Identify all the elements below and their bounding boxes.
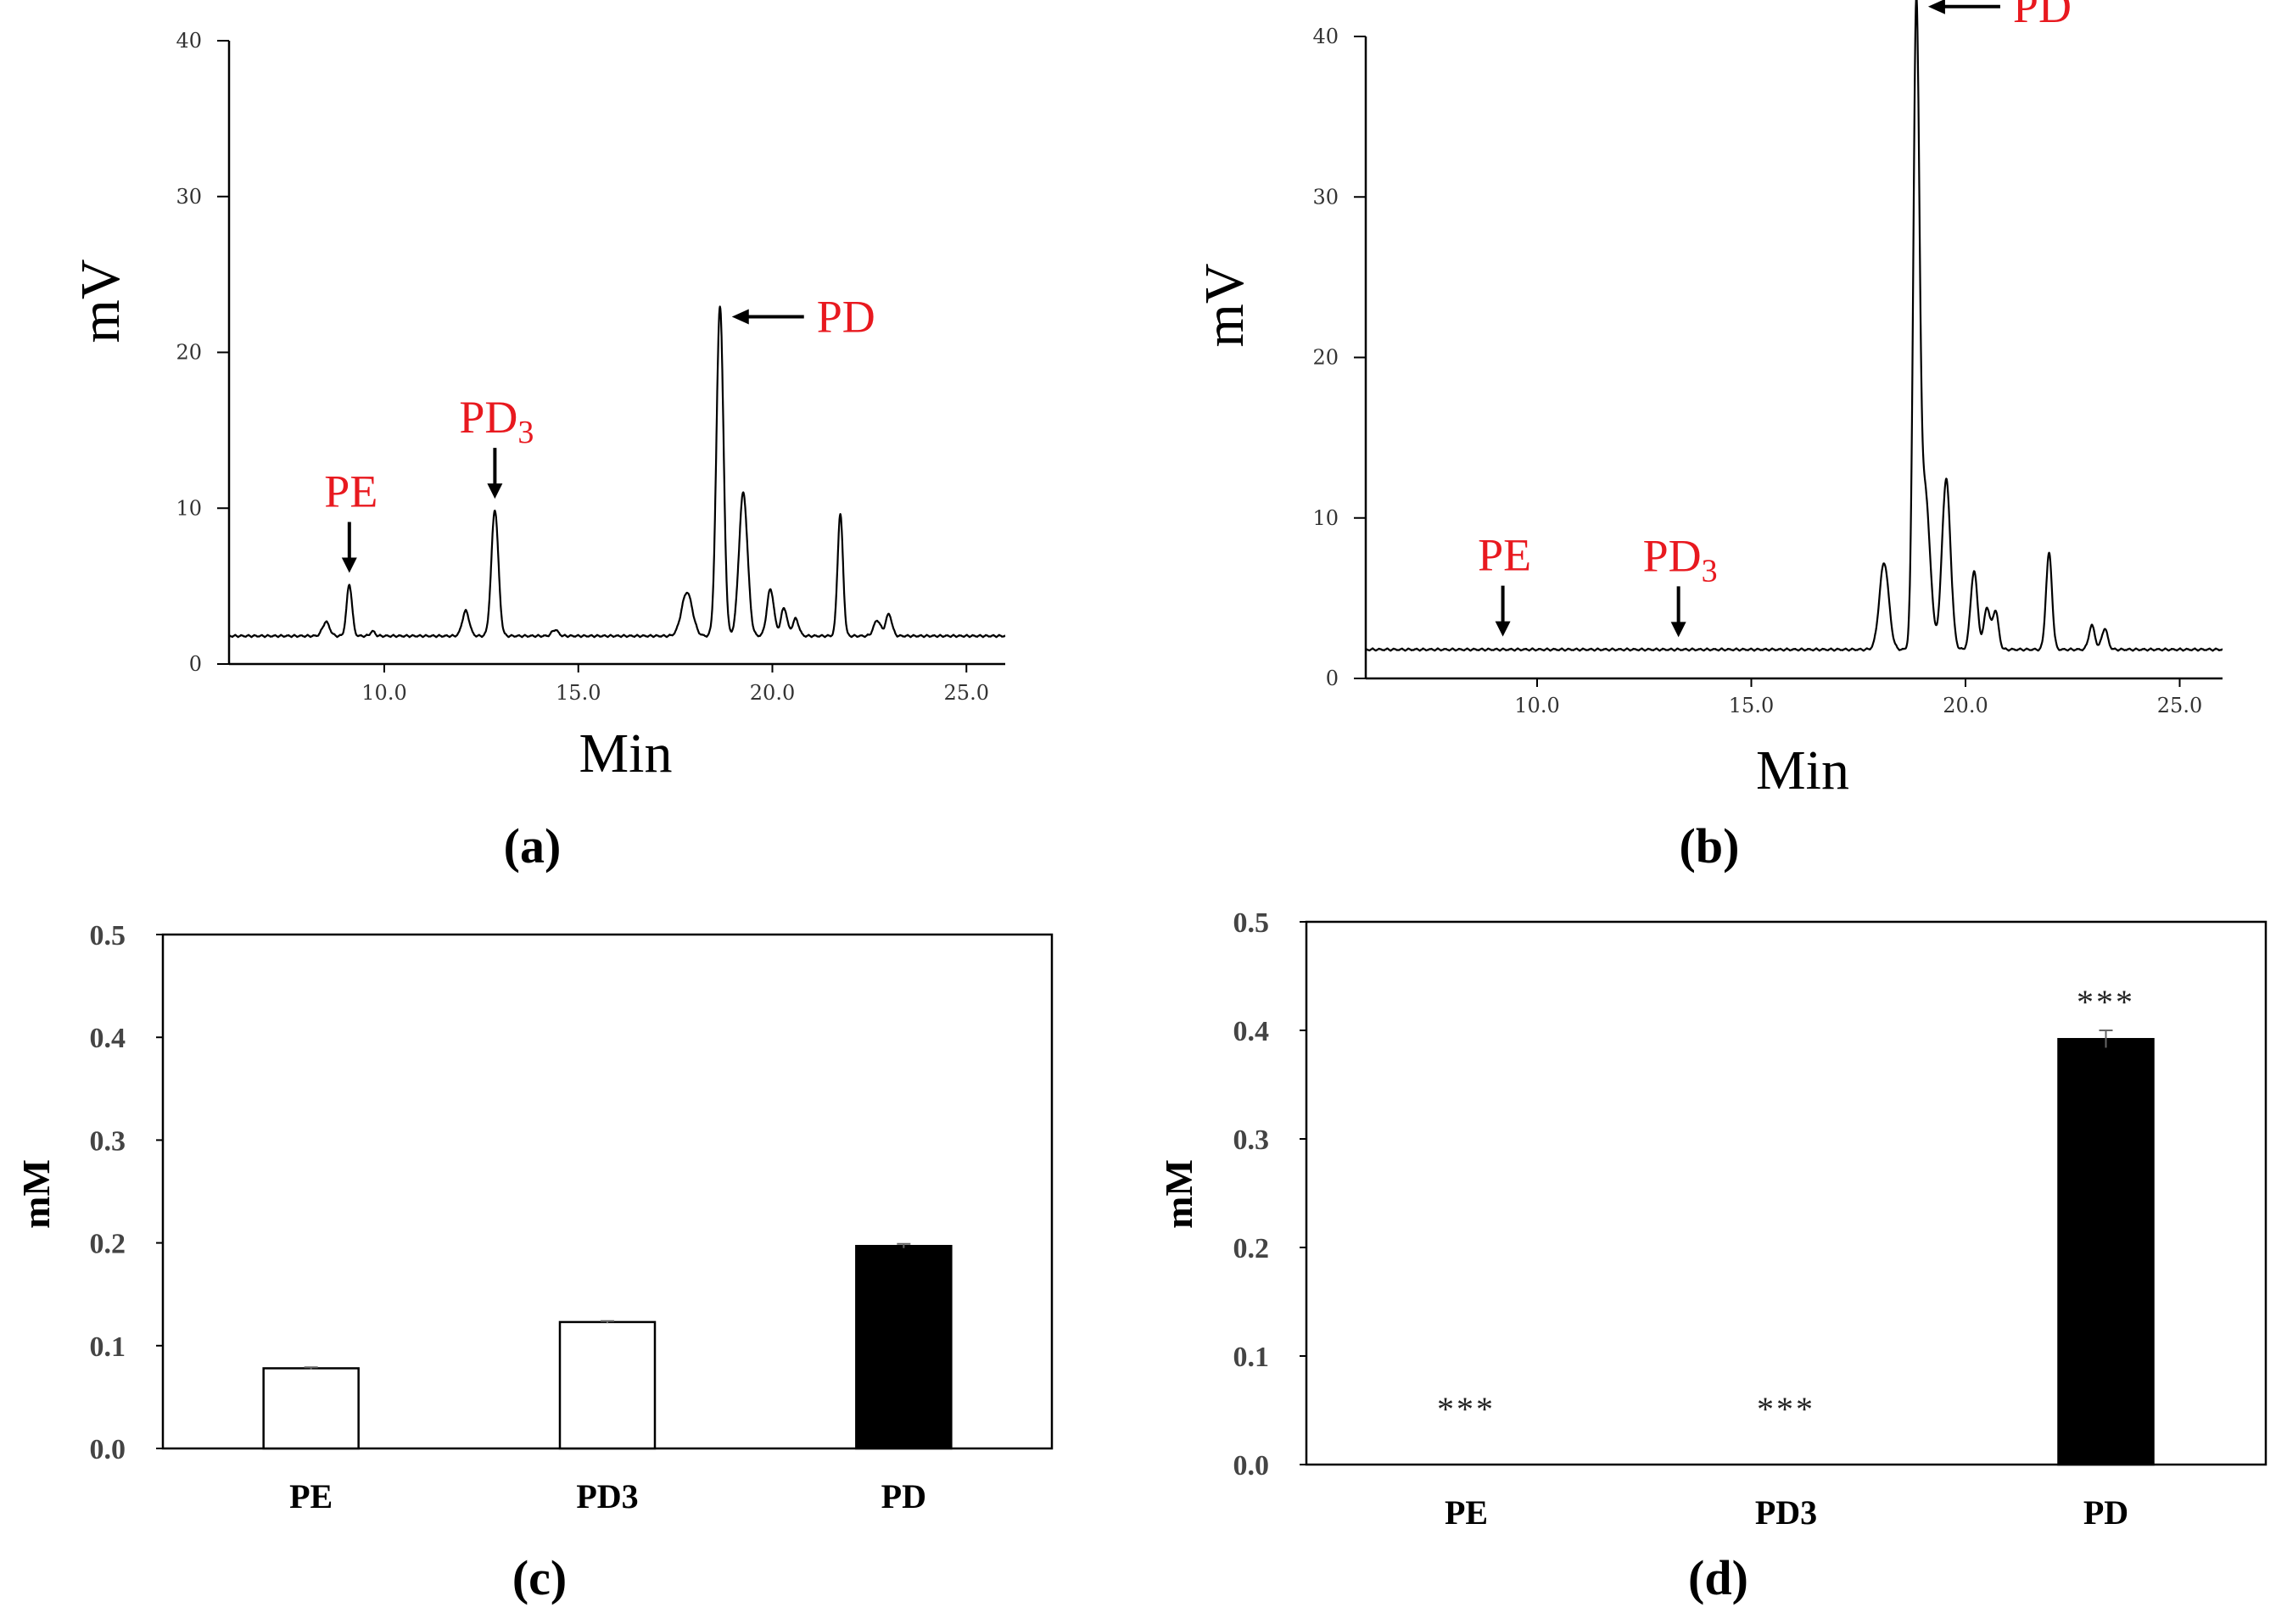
category-label-pd3: PD3 (1755, 1493, 1817, 1532)
panel-label: (d) (1688, 1550, 1748, 1605)
y-axis-title: mV (70, 260, 131, 343)
panel-label: (b) (1680, 818, 1740, 873)
y-tick-label: 0.3 (1233, 1125, 1270, 1156)
annotation-arrow-head (487, 483, 503, 499)
y-tick-label: 40 (176, 29, 202, 53)
y-tick-label: 0.0 (1233, 1450, 1270, 1482)
y-tick-label: 0 (1326, 667, 1339, 690)
x-axis-title: Min (579, 723, 672, 784)
y-tick-label: 0.3 (90, 1125, 126, 1157)
y-tick-label: 0.2 (1233, 1233, 1270, 1264)
x-tick-label: 10.0 (361, 681, 406, 705)
peak-label-pd: PD (817, 291, 875, 342)
bar-pd (855, 1244, 953, 1450)
x-tick-label: 25.0 (2157, 694, 2202, 717)
peak-label-subscript: 3 (517, 415, 534, 450)
y-tick-label: 0.1 (1233, 1342, 1270, 1373)
bar-pe (262, 1367, 360, 1450)
x-tick-label: 20.0 (1943, 694, 1988, 717)
chart-panel-b: 0 10 20 30 40 10.0 15.0 20.0 25.0 mV Min PE PD3 PD (b) (1194, 0, 2223, 873)
annotation-arrow-head (1495, 621, 1511, 637)
peak-label-pd: PD (2013, 0, 2072, 32)
significance-label: *** (1437, 1390, 1496, 1428)
y-axis-title: mV (1194, 264, 1255, 348)
peak-label-pd3: PD3 (1643, 530, 1718, 589)
y-tick-label: 40 (1312, 25, 1339, 48)
peak-label-pe: PE (1478, 530, 1531, 581)
annotation-arrow-head (1927, 0, 1945, 14)
bar-pd (2057, 1037, 2155, 1466)
y-tick-label: 0.0 (90, 1434, 126, 1465)
annotation-arrow-head (731, 309, 749, 325)
x-tick-label: 15.0 (556, 681, 601, 705)
x-tick-label: 25.0 (944, 681, 989, 705)
category-label-pd: PD (2083, 1493, 2128, 1532)
y-tick-label: 30 (1312, 185, 1339, 209)
y-tick-label: 0.5 (90, 920, 126, 952)
x-tick-label: 20.0 (750, 681, 795, 705)
y-tick-label: 0.4 (1233, 1016, 1270, 1047)
category-label-pd: PD (881, 1477, 926, 1515)
bar-pd3 (558, 1320, 657, 1450)
y-axis-title: mM (14, 1159, 58, 1229)
y-tick-label: 30 (176, 185, 202, 209)
annotation-arrow-head (341, 557, 357, 573)
x-tick-label: 10.0 (1514, 694, 1559, 717)
chart-panel-d: 0.0 0.1 0.2 0.3 0.4 0.5 mM *** PE *** PD3 *** PD (d) (1157, 907, 2267, 1605)
chart-panel-a: 0 10 20 30 40 10.0 15.0 20.0 25.0 mV Min PE PD3 PD (a) (70, 29, 1006, 873)
y-tick-label: 10 (176, 496, 202, 520)
y-tick-label: 10 (1312, 506, 1339, 530)
y-tick-label: 0.5 (1233, 907, 1270, 939)
plot-frame (1305, 920, 2267, 1466)
y-tick-label: 0.1 (90, 1331, 126, 1363)
chromatogram-trace (228, 305, 1006, 639)
y-tick-label: 0.4 (90, 1023, 126, 1054)
y-axis-title: mM (1157, 1159, 1200, 1229)
significance-label: *** (1757, 1390, 1815, 1428)
x-tick-label: 15.0 (1729, 694, 1774, 717)
y-tick-label: 0.2 (90, 1229, 126, 1260)
category-label-pe: PE (1445, 1493, 1488, 1532)
y-tick-label: 0 (189, 652, 202, 676)
category-label-pe: PE (289, 1477, 333, 1515)
y-tick-label: 20 (1312, 346, 1339, 370)
peak-label-subscript: 3 (1702, 553, 1718, 589)
chart-panel-c: 0.0 0.1 0.2 0.3 0.4 0.5 mM PE PD3 PD (c) (14, 920, 1054, 1605)
significance-label: *** (2077, 983, 2135, 1021)
category-label-pd3: PD3 (576, 1477, 638, 1515)
panel-label: (a) (504, 818, 562, 873)
annotation-arrow-head (1670, 622, 1686, 638)
y-tick-label: 20 (176, 341, 202, 365)
chromatogram-trace (1365, 0, 2223, 652)
x-axis-title: Min (1756, 739, 1849, 801)
peak-label-pe: PE (324, 466, 377, 517)
peak-label-pd3: PD3 (459, 392, 534, 450)
panel-label: (c) (512, 1550, 567, 1605)
